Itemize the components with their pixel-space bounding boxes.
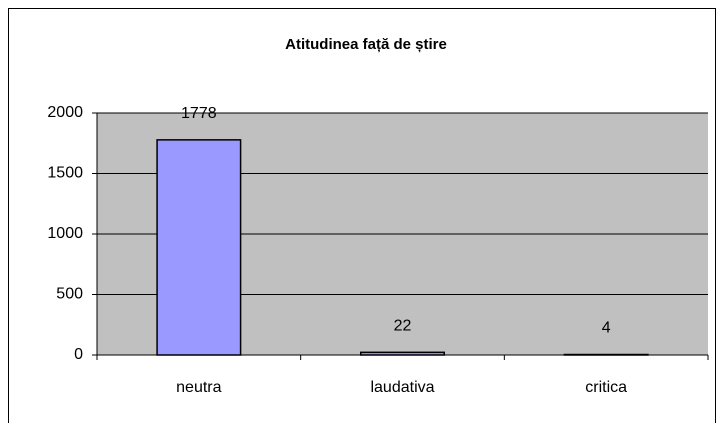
data-label: 22 [394,318,412,335]
y-tick-label: 0 [74,346,83,363]
data-label: 4 [602,320,611,337]
bar [156,139,242,356]
x-tick-label: laudativa [370,379,434,396]
y-tick-label: 500 [56,286,83,303]
data-label: 1778 [181,105,217,122]
x-tick-label: neutra [176,379,221,396]
y-tick-label: 1000 [47,225,83,242]
y-tick-label: 1500 [47,165,83,182]
x-tick-label: critica [585,379,627,396]
bar [359,351,446,356]
chart-title: Atitudinea față de știre [285,36,447,53]
y-tick-label: 2000 [47,104,83,121]
